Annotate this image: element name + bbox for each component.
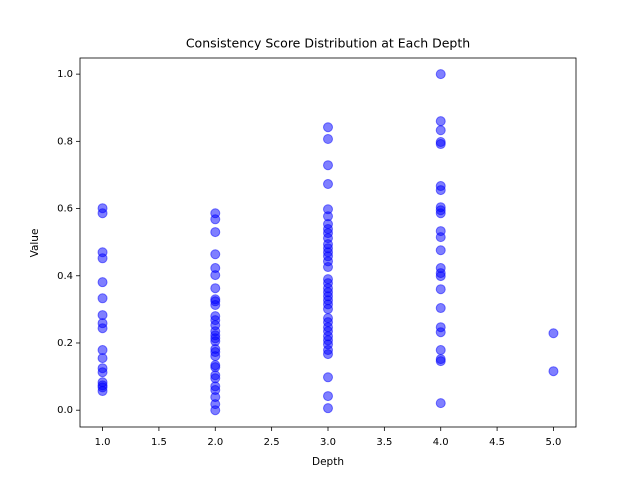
- y-tick-label: 0.4: [57, 271, 73, 282]
- y-tick-label: 1.0: [57, 69, 73, 80]
- x-tick-label: 2.0: [207, 437, 223, 448]
- point: [97, 323, 108, 334]
- point: [97, 293, 108, 304]
- point: [435, 185, 446, 196]
- point: [97, 367, 108, 378]
- point: [435, 284, 446, 295]
- point: [323, 403, 333, 414]
- x-tick-label: 2.5: [264, 437, 280, 448]
- x-tick-label: 4.0: [433, 437, 449, 448]
- point: [97, 353, 108, 364]
- point: [435, 345, 446, 356]
- x-tick-label: 3.0: [320, 437, 336, 448]
- point: [210, 249, 221, 260]
- y-tick-label: 0.2: [57, 338, 73, 349]
- point: [323, 122, 333, 133]
- point: [323, 304, 333, 315]
- point: [435, 327, 446, 338]
- point: [323, 179, 333, 190]
- plot-frame: [79, 57, 577, 428]
- x-tick-label: 1.5: [151, 437, 167, 448]
- x-tick-label: 3.5: [376, 437, 392, 448]
- point: [210, 300, 221, 311]
- point: [97, 253, 108, 264]
- x-tick-label: 5.0: [546, 437, 562, 448]
- point: [435, 208, 446, 219]
- point: [435, 69, 446, 80]
- point: [435, 398, 446, 409]
- point: [435, 125, 446, 136]
- x-tick-label: 4.5: [489, 437, 505, 448]
- point: [210, 214, 221, 225]
- y-tick-label: 0.8: [57, 136, 73, 147]
- point: [210, 283, 221, 294]
- y-axis-label: Value: [29, 229, 41, 258]
- point: [435, 303, 446, 314]
- point: [323, 160, 333, 171]
- point: [435, 356, 446, 367]
- point: [210, 227, 221, 238]
- point: [97, 208, 108, 219]
- x-axis-label: Depth: [312, 456, 344, 468]
- y-tick-label: 0.6: [57, 204, 73, 215]
- point: [323, 133, 333, 144]
- point: [323, 372, 333, 383]
- point: [435, 271, 446, 282]
- point: [210, 351, 221, 362]
- point: [435, 245, 446, 256]
- y-tick-label: 0.0: [57, 405, 73, 416]
- point: [210, 270, 221, 281]
- point: [548, 328, 559, 339]
- point: [323, 349, 333, 360]
- point: [323, 262, 333, 273]
- x-tick-label: 1.0: [95, 437, 111, 448]
- point: [435, 116, 446, 127]
- chart-title: Consistency Score Distribution at Each D…: [186, 36, 470, 51]
- point: [210, 405, 221, 416]
- point: [323, 391, 333, 402]
- point: [97, 277, 108, 288]
- point: [97, 386, 108, 397]
- point: [435, 232, 446, 243]
- point: [548, 366, 559, 377]
- point: [435, 139, 446, 150]
